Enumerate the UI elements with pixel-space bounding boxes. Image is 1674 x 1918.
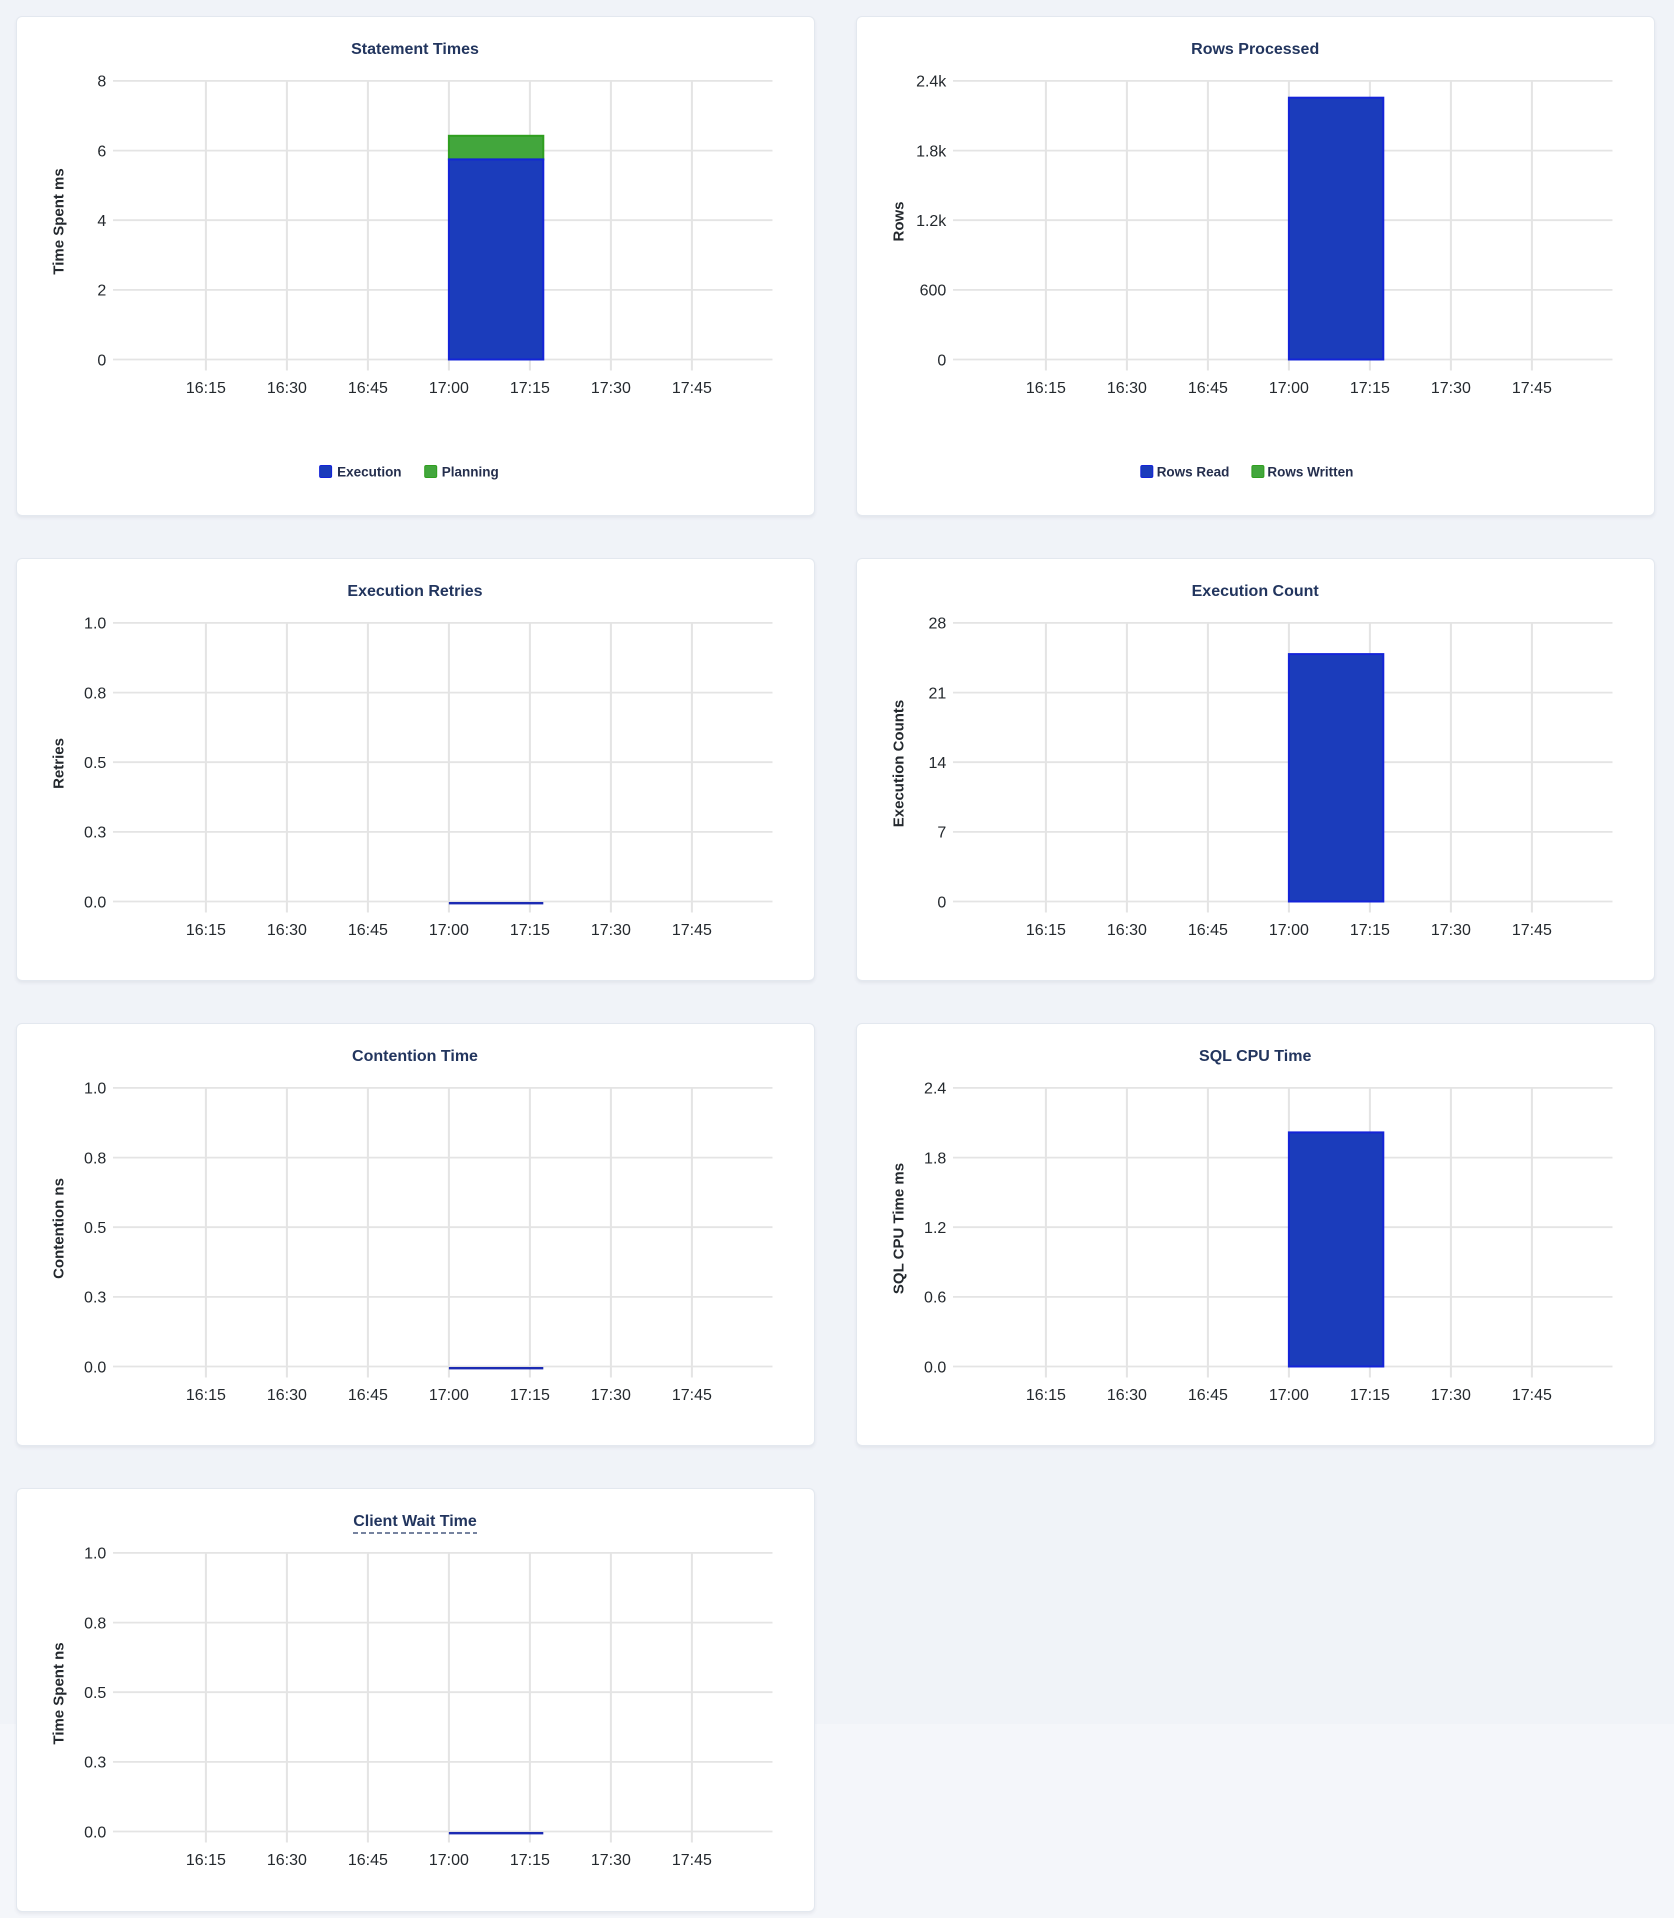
- svg-text:Contention ns: Contention ns: [50, 1178, 67, 1279]
- svg-text:17:00: 17:00: [428, 922, 468, 939]
- svg-text:1.2k: 1.2k: [916, 213, 947, 230]
- svg-text:Time Spent ns: Time Spent ns: [50, 1642, 67, 1744]
- svg-text:16:15: 16:15: [185, 1852, 225, 1869]
- svg-text:17:15: 17:15: [1350, 922, 1390, 939]
- svg-text:1.0: 1.0: [84, 1080, 106, 1097]
- svg-text:17:45: 17:45: [671, 380, 711, 397]
- svg-text:21: 21: [928, 685, 946, 702]
- svg-text:4: 4: [97, 213, 106, 230]
- svg-text:0.8: 0.8: [84, 1615, 106, 1632]
- svg-text:16:45: 16:45: [347, 380, 387, 397]
- svg-text:17:15: 17:15: [509, 1387, 549, 1404]
- svg-text:28: 28: [928, 616, 946, 633]
- svg-text:17:30: 17:30: [1431, 922, 1471, 939]
- svg-text:17:45: 17:45: [671, 1387, 711, 1404]
- svg-text:0.5: 0.5: [84, 1220, 106, 1237]
- svg-text:17:15: 17:15: [509, 380, 549, 397]
- svg-text:1.2: 1.2: [924, 1220, 946, 1237]
- svg-text:16:45: 16:45: [347, 1387, 387, 1404]
- svg-text:16:15: 16:15: [185, 922, 225, 939]
- svg-text:16:30: 16:30: [1107, 922, 1147, 939]
- svg-text:16:45: 16:45: [1188, 922, 1228, 939]
- svg-text:17:00: 17:00: [1269, 922, 1309, 939]
- svg-text:2.4k: 2.4k: [916, 74, 947, 91]
- svg-text:16:45: 16:45: [347, 922, 387, 939]
- svg-text:Retries: Retries: [50, 738, 67, 789]
- svg-text:17:45: 17:45: [671, 922, 711, 939]
- svg-text:17:00: 17:00: [1269, 1387, 1309, 1404]
- svg-text:17:15: 17:15: [509, 922, 549, 939]
- svg-text:600: 600: [919, 283, 946, 300]
- svg-text:17:30: 17:30: [590, 922, 630, 939]
- svg-text:Time Spent ms: Time Spent ms: [50, 169, 67, 275]
- svg-text:1.0: 1.0: [84, 1546, 106, 1563]
- svg-text:16:15: 16:15: [185, 380, 225, 397]
- svg-text:17:45: 17:45: [1512, 922, 1552, 939]
- svg-text:16:15: 16:15: [1026, 1387, 1066, 1404]
- svg-text:0.3: 0.3: [84, 1289, 106, 1306]
- svg-text:17:30: 17:30: [590, 380, 630, 397]
- svg-text:Rows Read: Rows Read: [1156, 465, 1229, 480]
- svg-text:0.6: 0.6: [924, 1289, 946, 1306]
- svg-text:16:15: 16:15: [1026, 380, 1066, 397]
- svg-text:0.5: 0.5: [84, 1685, 106, 1702]
- svg-text:17:15: 17:15: [1350, 1387, 1390, 1404]
- svg-text:Rows: Rows: [890, 202, 907, 242]
- svg-text:17:45: 17:45: [1512, 1387, 1552, 1404]
- svg-text:0.0: 0.0: [84, 894, 106, 911]
- svg-text:17:30: 17:30: [590, 1852, 630, 1869]
- svg-text:16:30: 16:30: [266, 380, 306, 397]
- svg-text:0: 0: [937, 894, 946, 911]
- svg-text:17:15: 17:15: [1350, 380, 1390, 397]
- svg-text:Execution Counts: Execution Counts: [890, 700, 907, 828]
- svg-text:16:45: 16:45: [1188, 380, 1228, 397]
- svg-text:16:30: 16:30: [1107, 380, 1147, 397]
- svg-text:16:15: 16:15: [185, 1387, 225, 1404]
- svg-text:14: 14: [928, 755, 946, 772]
- svg-text:16:45: 16:45: [1188, 1387, 1228, 1404]
- svg-text:0.8: 0.8: [84, 1150, 106, 1167]
- svg-text:0: 0: [937, 353, 946, 370]
- svg-text:16:30: 16:30: [266, 1387, 306, 1404]
- svg-text:0: 0: [97, 353, 106, 370]
- svg-text:17:30: 17:30: [1431, 1387, 1471, 1404]
- svg-text:16:30: 16:30: [266, 1852, 306, 1869]
- svg-text:16:30: 16:30: [1107, 1387, 1147, 1404]
- svg-text:SQL CPU Time ms: SQL CPU Time ms: [890, 1163, 907, 1294]
- svg-text:16:15: 16:15: [1026, 922, 1066, 939]
- svg-text:1.8: 1.8: [924, 1150, 946, 1167]
- svg-text:1.8k: 1.8k: [916, 144, 947, 161]
- svg-text:0.0: 0.0: [84, 1359, 106, 1376]
- svg-text:17:30: 17:30: [1431, 380, 1471, 397]
- svg-text:Execution: Execution: [337, 465, 401, 480]
- svg-text:0.8: 0.8: [84, 685, 106, 702]
- svg-text:0.0: 0.0: [924, 1359, 946, 1376]
- svg-text:17:00: 17:00: [428, 1387, 468, 1404]
- svg-text:17:00: 17:00: [428, 380, 468, 397]
- svg-text:17:00: 17:00: [1269, 380, 1309, 397]
- svg-text:1.0: 1.0: [84, 616, 106, 633]
- svg-text:8: 8: [97, 74, 106, 91]
- svg-text:17:45: 17:45: [1512, 380, 1552, 397]
- svg-text:17:45: 17:45: [671, 1852, 711, 1869]
- svg-text:0.3: 0.3: [84, 1755, 106, 1772]
- svg-text:2.4: 2.4: [924, 1080, 946, 1097]
- svg-text:0.0: 0.0: [84, 1824, 106, 1841]
- svg-text:Rows Written: Rows Written: [1267, 465, 1353, 480]
- svg-text:Planning: Planning: [441, 465, 498, 480]
- svg-text:0.5: 0.5: [84, 755, 106, 772]
- svg-text:2: 2: [97, 283, 106, 300]
- svg-text:7: 7: [937, 825, 946, 842]
- svg-text:0.3: 0.3: [84, 825, 106, 842]
- svg-text:17:00: 17:00: [428, 1852, 468, 1869]
- svg-text:16:30: 16:30: [266, 922, 306, 939]
- svg-text:17:30: 17:30: [590, 1387, 630, 1404]
- svg-text:17:15: 17:15: [509, 1852, 549, 1869]
- svg-text:6: 6: [97, 144, 106, 161]
- svg-text:16:45: 16:45: [347, 1852, 387, 1869]
